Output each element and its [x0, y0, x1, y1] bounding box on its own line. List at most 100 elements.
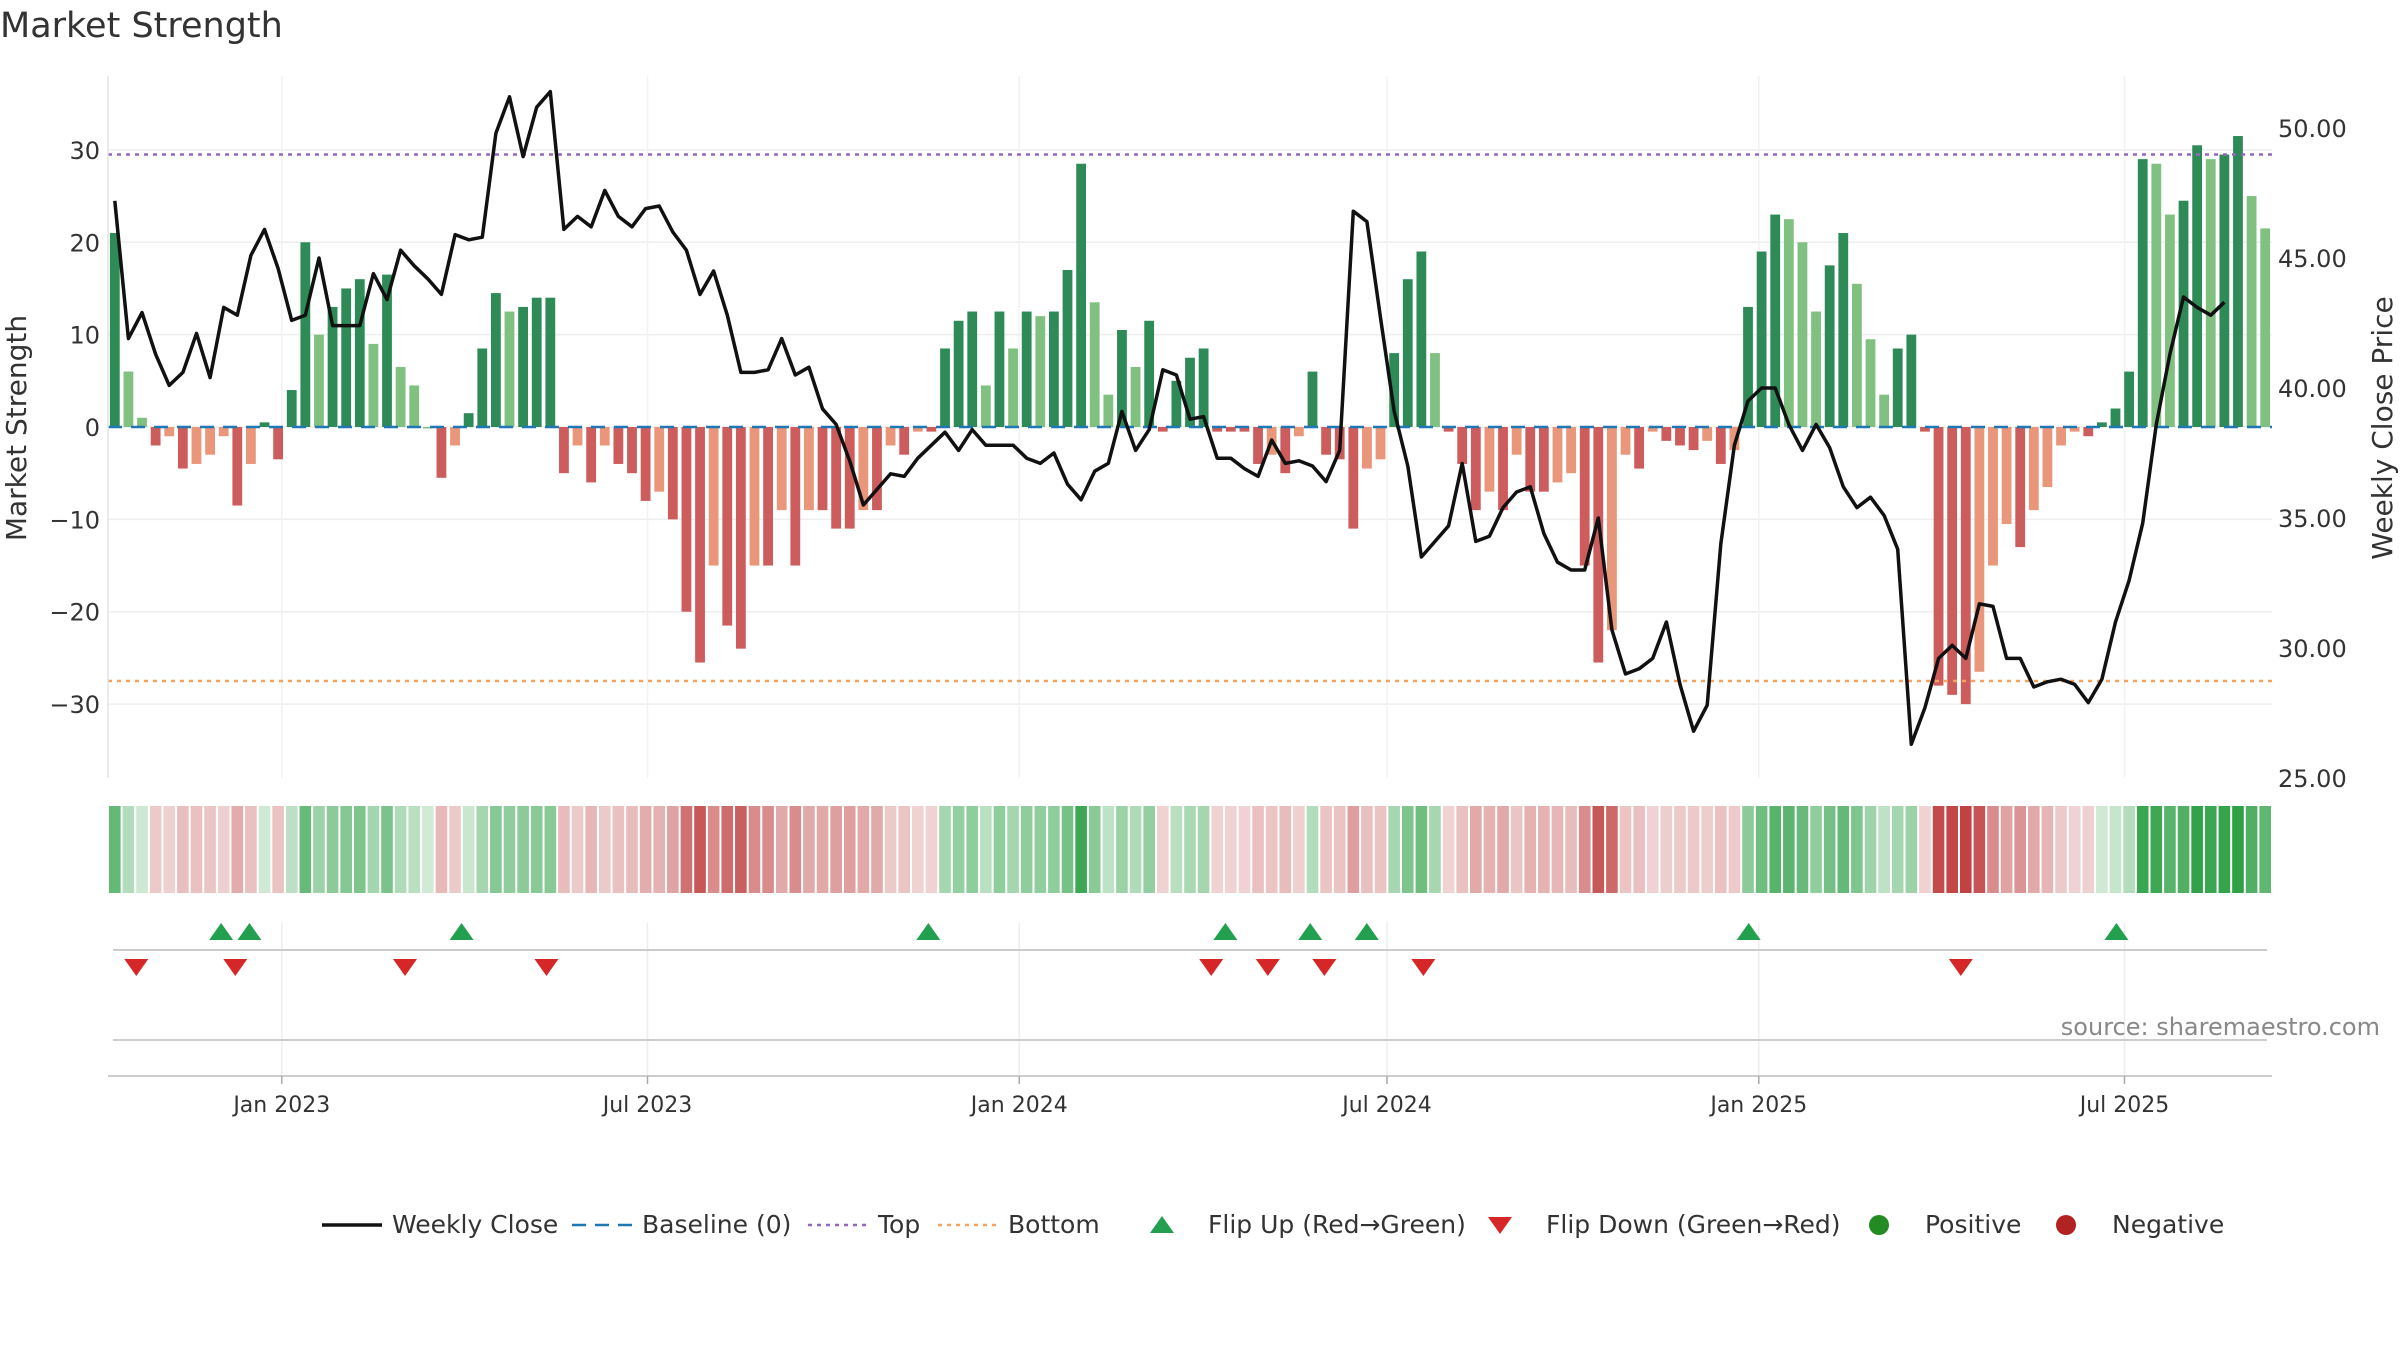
regime-cell [517, 806, 529, 893]
regime-cell [1565, 806, 1577, 893]
strength-bar [1021, 311, 1032, 427]
axes: 30 20 10 0 −10 −20 −30 50.00 45.00 40.00 35.00 30.0… [0, 76, 2399, 793]
strength-bar [1661, 427, 1672, 441]
regime-cell [1497, 806, 1509, 893]
strength-bar [681, 427, 692, 612]
strength-bar [1130, 366, 1141, 427]
strength-bar [2246, 196, 2257, 427]
legend-swatch-positive [1869, 1215, 1889, 1235]
regime-cell [2259, 806, 2271, 893]
strength-bar [1389, 353, 1400, 427]
flip-down-marker [124, 959, 149, 976]
regime-cell [1075, 806, 1087, 893]
strength-bar [1157, 427, 1168, 432]
regime-cell [1946, 806, 1958, 893]
strength-bar [341, 288, 352, 427]
strength-bar [2192, 145, 2203, 428]
strength-bar [1089, 302, 1100, 427]
strength-bar [1035, 316, 1046, 427]
strength-bar [1607, 427, 1617, 631]
regime-cell [1020, 806, 1033, 893]
strength-bar [218, 427, 229, 437]
strength-bar [1988, 427, 1998, 566]
regime-cell [1878, 806, 1890, 893]
strength-bar [395, 366, 406, 427]
regime-cell [1170, 806, 1183, 893]
strength-bar [1280, 427, 1291, 474]
regime-cell [2136, 806, 2149, 893]
regime-cell [1932, 806, 1945, 893]
flip-down-marker [1255, 959, 1280, 976]
right-tick-label: 50.00 [2278, 115, 2347, 143]
strength-bar [368, 343, 379, 427]
strength-bar [735, 427, 746, 649]
regime-cell [1088, 806, 1101, 893]
strength-bar [1430, 353, 1440, 427]
strength-bar [1171, 380, 1182, 427]
strength-bar [436, 427, 447, 478]
strength-bar [1647, 427, 1658, 432]
market-strength-chart: 30 20 10 0 −10 −20 −30 50.00 45.00 40.00 35.00 30.0… [0, 76, 2399, 1118]
regime-cell [816, 806, 829, 893]
strength-bar [1525, 427, 1536, 492]
regime-cell [939, 806, 951, 893]
flip-up-marker [1213, 923, 1238, 940]
strength-bar [1321, 427, 1332, 455]
strength-bar [1974, 427, 1985, 672]
strength-bar [1402, 279, 1413, 427]
flip-down-marker [1199, 959, 1224, 976]
strength-bar [2015, 427, 2026, 548]
strength-bar [912, 427, 923, 432]
regime-cell [762, 806, 774, 893]
legend-label: Positive [1925, 1210, 2022, 1239]
regime-cell [1837, 806, 1850, 893]
x-tick-label: Jul 2025 [2078, 1093, 2170, 1118]
flip-up-marker [1354, 923, 1379, 940]
left-axis-title: Market Strength [0, 315, 33, 541]
regime-cell [149, 806, 162, 893]
regime-cell [1415, 806, 1428, 893]
regime-cell [1619, 806, 1632, 893]
regime-cell [245, 806, 257, 893]
regime-cell [1470, 806, 1482, 893]
strength-bar [1770, 214, 1781, 427]
right-tick-label: 45.00 [2278, 245, 2347, 273]
regime-cell [530, 806, 543, 893]
regime-cell [857, 806, 870, 893]
regime-cell [707, 806, 720, 893]
regime-cell [1769, 806, 1782, 893]
legend-label: Baseline (0) [642, 1210, 792, 1239]
strength-bar [1307, 371, 1318, 427]
strength-bar [708, 427, 719, 566]
strength-bar [1933, 427, 1944, 686]
strength-bar [2151, 163, 2162, 427]
strength-bar [1797, 242, 1808, 427]
regime-cell [1293, 806, 1305, 893]
right-tick-label: 25.00 [2278, 765, 2347, 793]
strength-bar [504, 311, 515, 427]
strength-bar [490, 293, 501, 427]
regime-cell [1633, 806, 1645, 893]
strength-bar [831, 427, 842, 529]
legend: Weekly Close Baseline (0) Top Bottom Flip Up… [0, 1205, 2400, 1245]
regime-cell [1578, 806, 1591, 893]
regime-cell [258, 806, 271, 893]
strength-bar [844, 427, 855, 529]
regime-cell [993, 806, 1006, 893]
strength-bar [518, 306, 529, 427]
regime-cell [1102, 806, 1115, 893]
strength-bar [953, 320, 964, 427]
regime-cell [748, 806, 761, 893]
regime-cell [1279, 806, 1292, 893]
regime-cell [1143, 806, 1155, 893]
strength-bar [572, 427, 583, 446]
regime-cell [2082, 806, 2095, 893]
regime-cell [1238, 806, 1251, 893]
regime-cell [803, 806, 815, 893]
strength-bar [1008, 348, 1018, 427]
regime-cell [381, 806, 393, 893]
strength-bar [1253, 427, 1263, 464]
regime-cell [1919, 806, 1931, 893]
strength-bar [2137, 159, 2148, 427]
strength-bar [804, 427, 814, 511]
